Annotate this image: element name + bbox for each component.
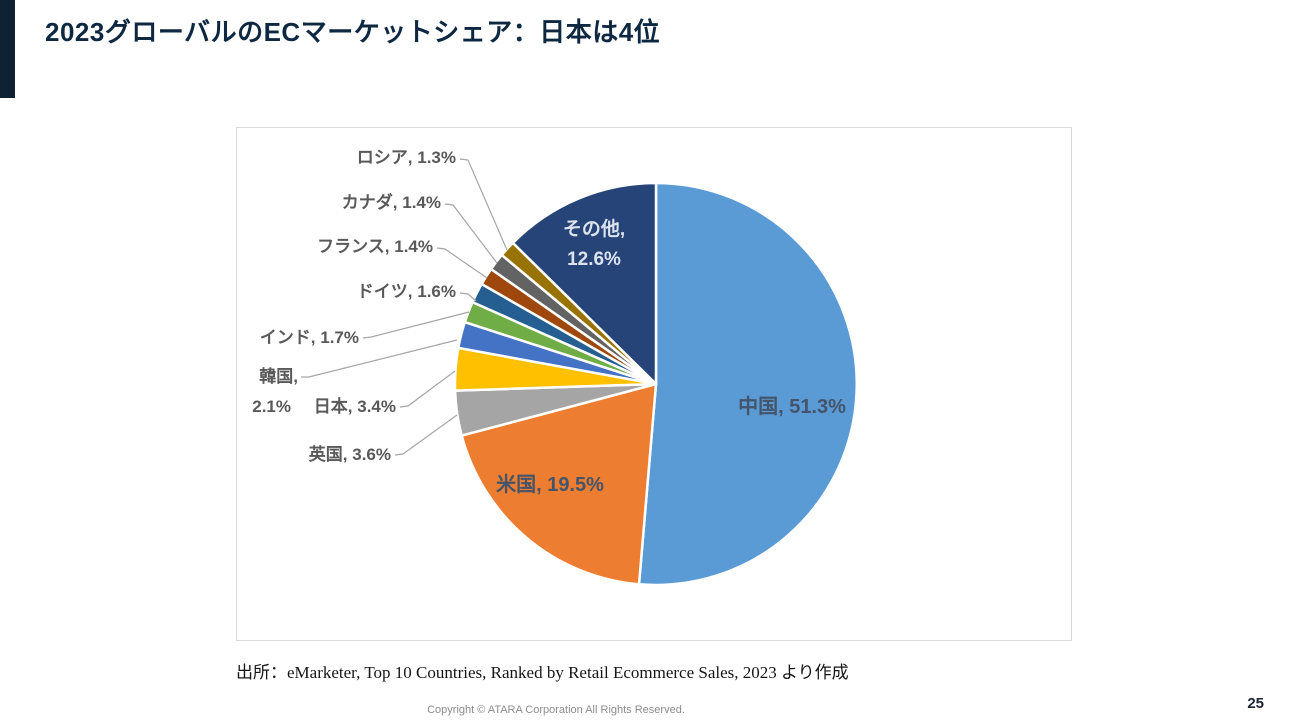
page-title: 2023グローバルのECマーケットシェア：日本は4位 [45,17,661,47]
pie-label-germany: ドイツ, 1.6% [357,282,456,301]
leader-line-germany [459,292,477,302]
leader-line-japan [399,370,456,408]
pie-label-others-line2: 12.6% [567,249,621,270]
pie-label-korea-line1: 韓国, [259,366,298,386]
leader-line-india [362,311,470,339]
pie-label-korea-line2: 2.1% [252,397,291,416]
footer-copyright: Copyright © ATARA Corporation All Rights… [427,704,685,716]
pie-slice-others [511,181,658,386]
leader-line-canada [444,203,498,264]
leader-line-uk [394,414,458,456]
leader-line-korea [301,339,458,378]
pie-slice-usa [460,382,658,586]
pie-chart-svg: 中国, 51.3% 米国, 19.5% 英国, 3.6% 日本, 3.4% 韓国, 2.1… [252,148,858,587]
leader-line-france [436,247,488,279]
pie-label-others-line1: その他, [563,217,625,240]
leader-line-russia [459,158,508,251]
pie-slice-china [637,181,858,587]
pie-label-japan: 日本, 3.4% [314,396,396,416]
title-accent-bar [0,0,15,98]
source-citation: 出所：eMarketer, Top 10 Countries, Ranked b… [236,663,849,682]
page-number: 25 [1247,695,1264,712]
chart-frame: 中国, 51.3% 米国, 19.5% 英国, 3.6% 日本, 3.4% 韓国, 2.1… [236,127,1072,641]
pie-label-uk: 英国, 3.6% [309,444,391,464]
pie-label-russia: ロシア, 1.3% [357,148,456,167]
pie-label-india: インド, 1.7% [260,328,359,347]
pie-label-china: 中国, 51.3% [738,394,846,418]
pie-label-canada: カナダ, 1.4% [342,192,441,212]
pie-label-usa: 米国, 19.5% [496,473,604,496]
pie-label-france: フランス, 1.4% [317,237,433,256]
